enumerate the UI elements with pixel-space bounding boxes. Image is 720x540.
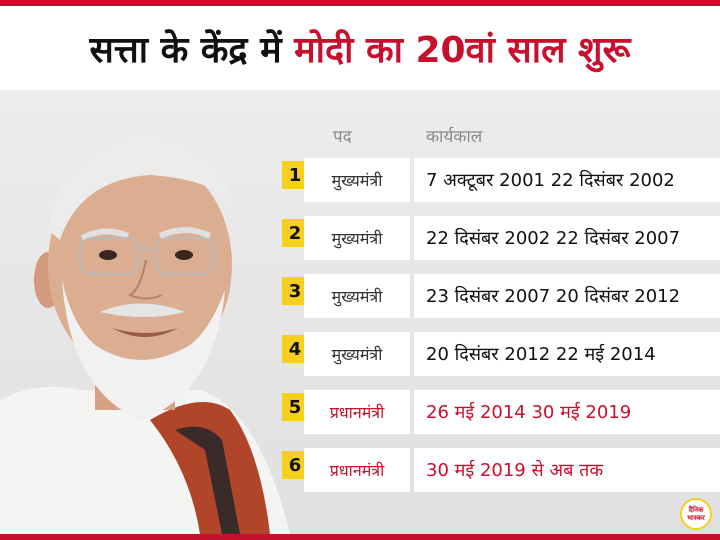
row-number-badge: 2 xyxy=(282,219,316,247)
table-row: 2 मुख्यमंत्री 22 दिसंबर 2002 22 दिसंबर 2… xyxy=(282,216,720,260)
header: सत्ता के केंद्र में मोदी का 20वां साल शु… xyxy=(0,6,720,90)
table-row: 1 मुख्यमंत्री 7 अक्टूबर 2001 22 दिसंबर 2… xyxy=(282,158,720,202)
title-part-red: मोदी का 20वां साल शुरू xyxy=(294,29,631,71)
post-cell: मुख्यमंत्री xyxy=(304,332,410,376)
portrait-photo xyxy=(0,135,290,534)
column-header-term: कार्यकाल xyxy=(426,127,483,147)
dainik-bhaskar-logo: दैनिक भास्कर xyxy=(680,498,712,530)
term-cell: 23 दिसंबर 2007 20 दिसंबर 2012 xyxy=(414,274,720,318)
bottom-accent-bar xyxy=(0,534,720,540)
post-cell: मुख्यमंत्री xyxy=(304,158,410,202)
post-cell: प्रधानमंत्री xyxy=(304,390,410,434)
title-part-black: सत्ता के केंद्र में xyxy=(89,29,295,71)
term-cell: 7 अक्टूबर 2001 22 दिसंबर 2002 xyxy=(414,158,720,202)
content-panel: पद कार्यकाल 1 मुख्यमंत्री 7 अक्टूबर 2001… xyxy=(0,90,720,534)
logo-line-1: दैनिक xyxy=(688,506,704,514)
table-row: 3 मुख्यमंत्री 23 दिसंबर 2007 20 दिसंबर 2… xyxy=(282,274,720,318)
post-cell: मुख्यमंत्री xyxy=(304,216,410,260)
table-row: 6 प्रधानमंत्री 30 मई 2019 से अब तक xyxy=(282,448,720,492)
table-row: 5 प्रधानमंत्री 26 मई 2014 30 मई 2019 xyxy=(282,390,720,434)
term-cell: 20 दिसंबर 2012 22 मई 2014 xyxy=(414,332,720,376)
table-row: 4 मुख्यमंत्री 20 दिसंबर 2012 22 मई 2014 xyxy=(282,332,720,376)
term-cell: 22 दिसंबर 2002 22 दिसंबर 2007 xyxy=(414,216,720,260)
term-cell: 30 मई 2019 से अब तक xyxy=(414,448,720,492)
logo-line-2: भास्कर xyxy=(687,514,705,522)
column-header-post: पद xyxy=(333,127,352,147)
post-cell: मुख्यमंत्री xyxy=(304,274,410,318)
row-number-badge: 6 xyxy=(282,451,316,479)
post-cell: प्रधानमंत्री xyxy=(304,448,410,492)
term-cell: 26 मई 2014 30 मई 2019 xyxy=(414,390,720,434)
top-accent-bar xyxy=(0,0,720,6)
page-title: सत्ता के केंद्र में मोदी का 20वां साल शु… xyxy=(90,24,631,73)
